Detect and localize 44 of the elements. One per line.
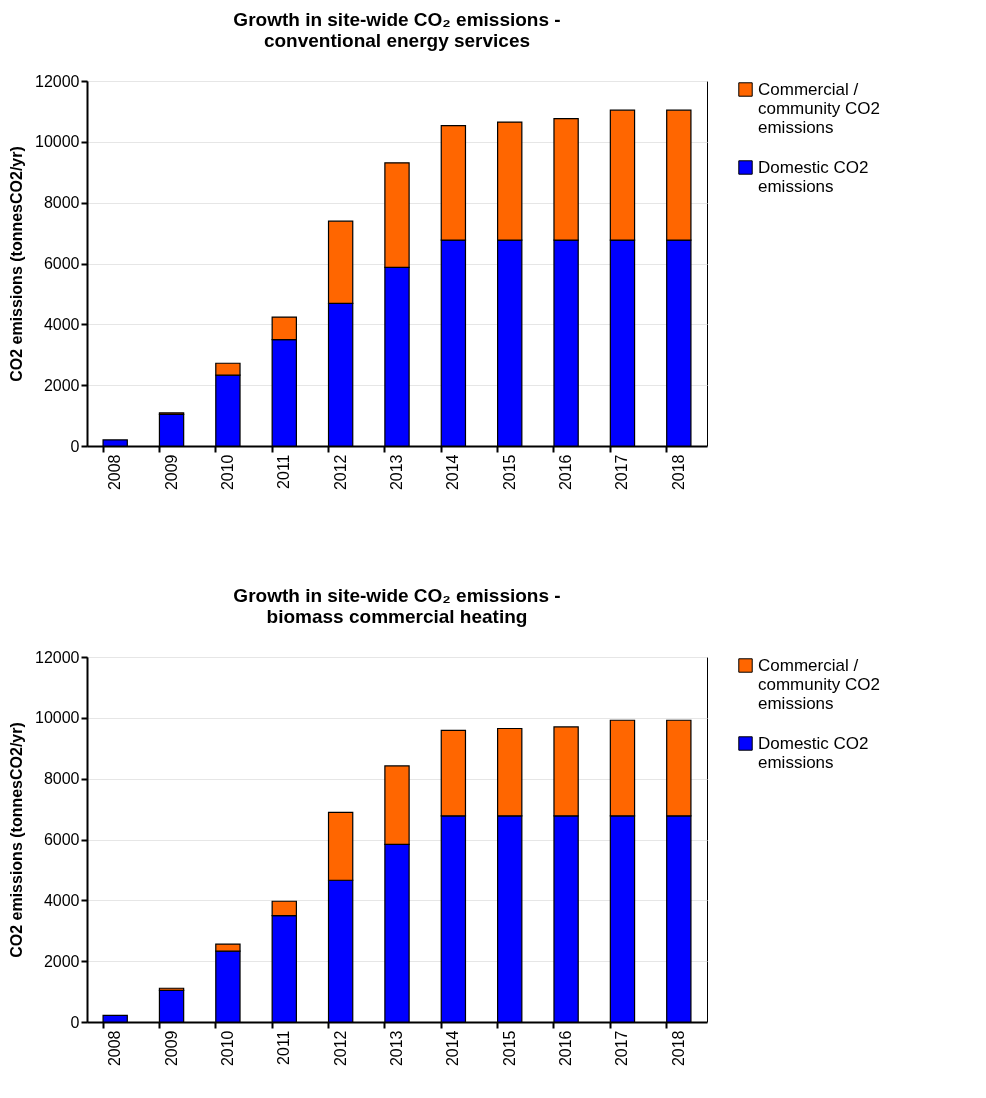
y-tick-label: 6000 [43, 831, 80, 848]
y-tick-label: 10000 [35, 709, 80, 727]
x-tick-label: 2016 [557, 1030, 575, 1067]
x-tick-label: 2009 [162, 454, 180, 491]
x-tick-label: 2015 [500, 454, 518, 491]
x-tick-label: 2008 [106, 1030, 124, 1067]
x-tick-label: 2012 [331, 454, 349, 491]
x-tick-label: 2017 [613, 1030, 631, 1067]
legend-label: Domestic CO2 emissions [758, 733, 869, 772]
y-tick-label: 0 [70, 437, 80, 455]
x-tick-label: 2013 [388, 1030, 405, 1067]
y-tick-label: 2000 [43, 952, 80, 970]
y-tick-label: 10000 [35, 133, 80, 151]
x-tick-label: 2015 [500, 1030, 518, 1067]
x-tick-label: 2010 [218, 454, 236, 491]
legend-label: Domestic CO2 emissions [758, 157, 869, 196]
x-tick-label: 2010 [218, 1030, 236, 1067]
y-tick-label: 8000 [43, 770, 80, 788]
x-tick-label: 2014 [444, 1030, 462, 1067]
y-tick-label: 6000 [43, 255, 80, 272]
x-tick-label: 2008 [106, 454, 124, 491]
x-tick-label: 2014 [444, 454, 462, 491]
x-tick-label: 2013 [388, 454, 405, 491]
y-tick-label: 2000 [43, 376, 80, 394]
x-tick-label: 2018 [669, 454, 687, 491]
legend-label: Commercial / community CO2 emissions [758, 79, 880, 137]
x-tick-label: 2011 [275, 1030, 293, 1065]
x-tick-label: 2012 [331, 1030, 349, 1067]
chart-title: Growth in site-wide CO₂ emissions - biomass commercial heating [233, 585, 561, 627]
y-tick-label: 12000 [35, 648, 80, 666]
chart-title: Growth in site-wide CO₂ emissions - conventional energy services [233, 9, 561, 51]
x-tick-label: 2016 [557, 454, 575, 491]
y-tick-label: 4000 [43, 315, 80, 333]
y-axis-title: CO2 emissions (tonnesCO2/yr) [8, 146, 26, 382]
x-tick-label: 2017 [613, 454, 631, 491]
x-tick-label: 2018 [669, 1030, 687, 1067]
y-tick-label: 12000 [35, 72, 80, 90]
legend-label: Commercial / community CO2 emissions [758, 655, 880, 713]
y-tick-label: 4000 [43, 891, 80, 909]
y-tick-label: 8000 [43, 194, 80, 212]
y-tick-label: 0 [70, 1013, 80, 1031]
x-tick-label: 2011 [275, 454, 293, 489]
x-tick-label: 2009 [162, 1030, 180, 1067]
y-axis-title: CO2 emissions (tonnesCO2/yr) [8, 722, 26, 958]
